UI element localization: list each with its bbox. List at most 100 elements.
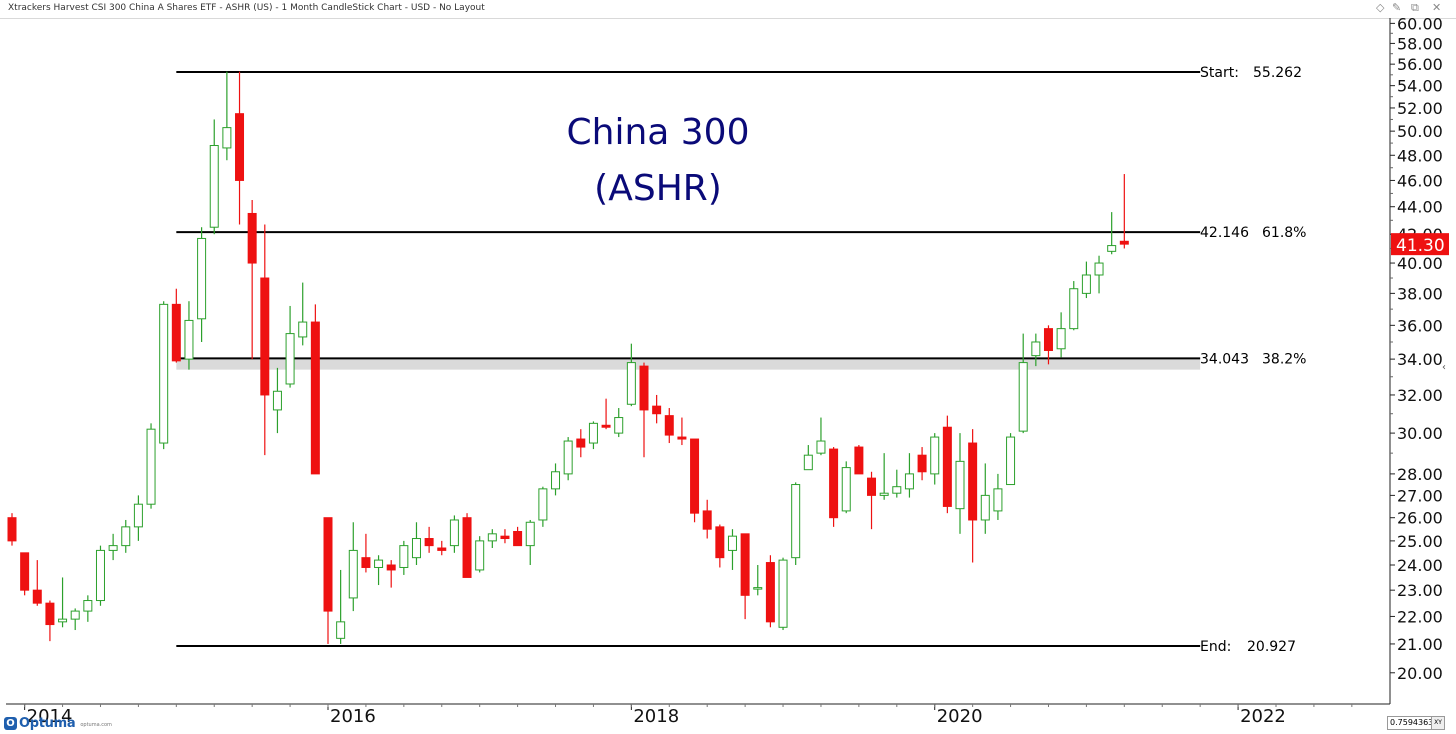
y-tick-label: 21.00 [1397,635,1443,654]
axis-scroll-arrow-icon[interactable]: ‹ [1442,362,1446,373]
y-tick-label: 44.00 [1397,198,1443,217]
candle-body-down [437,547,447,551]
candle-2019-09 [879,453,889,500]
candle-2015-12 [310,304,320,475]
readout-mode[interactable]: XY [1431,717,1444,729]
level-pct-2: 38.2% [1262,351,1306,367]
candle-body-up [525,521,535,547]
candle-body-up [1056,328,1066,350]
candle-2019-05 [829,447,839,527]
candle-2019-03 [803,445,813,471]
y-tick-label: 25.00 [1397,532,1443,551]
candle-body-down [652,405,662,415]
candle-body-down [32,589,42,604]
y-tick-label: 56.00 [1397,55,1443,74]
support-zone-band [176,359,1201,370]
optuma-mark-icon: O [4,716,17,730]
candle-2015-01 [171,288,181,363]
candle-2016-05 [374,555,384,586]
candle-body-up [272,390,282,411]
pin-icon[interactable]: ◇ [1376,1,1385,14]
last-price-value: 41.30 [1396,236,1445,256]
y-tick-label: 32.00 [1397,386,1443,405]
cursor-readout[interactable]: 0.7594363 XY [1387,716,1445,730]
price-zone-layer [176,359,1201,370]
candle-2014-12 [159,301,169,450]
candle-body-up [563,440,573,475]
candle-2016-09 [424,526,434,553]
candle-body-down [235,113,245,181]
level-pct-1: 61.8% [1262,225,1306,241]
last-price-box [1391,233,1449,256]
y-tick-label: 46.00 [1397,171,1443,190]
level-value-2: 34.043 [1200,351,1249,367]
candle-body-down [867,477,877,496]
candle-body-up [222,127,232,149]
candle-body-up [197,237,207,320]
candle-2015-03 [197,227,207,342]
last-price-tag: 41.30 [1391,233,1449,256]
candle-2015-07 [247,200,257,360]
candle-body-down [664,415,674,436]
candle-2016-02 [336,569,346,644]
close-icon[interactable]: ✕ [1432,1,1442,14]
candle-2016-06 [386,560,396,588]
candle-2019-08 [867,471,877,530]
chart-title: China 300 (ASHR) [567,112,750,209]
candle-body-up [374,559,384,568]
candle-body-up [209,145,219,228]
candle-body-down [20,552,30,591]
candle-body-up [993,488,1003,512]
candle-2014-05 [70,608,80,631]
y-axis[interactable]: 20.00 21.00 22.00 23.00 24.00 25.00 26.00 27.00… [1390,14,1443,683]
candle-2018-02 [639,362,649,458]
logo-site: optuma.com [80,722,112,728]
candle-body-up [487,533,497,542]
candle-body-up [108,545,118,551]
optuma-logo: O Optuma optuma.com [4,714,112,732]
candle-2016-04 [361,533,371,573]
candle-2020-11 [1056,312,1066,358]
candle-2019-02 [791,482,801,566]
candle-body-up [184,319,194,360]
candle-2020-12 [1069,281,1079,331]
candle-body-up [285,333,295,385]
candle-2015-04 [209,119,219,235]
candle-2021-02 [1094,255,1104,294]
candle-2015-08 [260,224,270,456]
candle-body-up [588,422,598,444]
candle-2017-10 [588,421,598,450]
candle-body-up [475,540,485,571]
candle-2018-03 [652,394,662,424]
candle-2018-11 [753,565,763,596]
candle-body-down [639,365,649,411]
y-tick-label: 26.00 [1397,509,1443,528]
candle-body-up [930,436,940,475]
candle-2017-02 [487,529,497,549]
candle-body-up [816,440,826,454]
level-value-3: 20.927 [1247,639,1296,655]
y-tick-label: 20.00 [1397,664,1443,683]
candle-body-up [841,467,851,512]
candle-2016-10 [437,540,447,556]
restore-icon[interactable]: ⧉ [1411,1,1419,14]
candle-body-up [626,362,636,405]
x-axis[interactable]: 2014 2016 2018 2020 2022 [24,704,1353,727]
candle-body-down [500,535,510,540]
candle-body-up [955,460,965,510]
candle-2019-12 [917,447,927,481]
edit-icon[interactable]: ✎ [1392,1,1402,14]
y-tick-label: 52.00 [1397,99,1443,118]
y-tick-label: 27.00 [1397,486,1443,505]
candle-body-up [892,486,902,494]
y-tick-label: 40.00 [1397,254,1443,273]
candle-body-up [58,618,68,623]
candle-2015-06 [235,71,245,225]
candle-2015-11 [298,282,308,346]
candle-body-down [424,538,434,547]
candle-body-up [133,503,143,528]
candle-body-up [298,321,308,338]
candle-2017-11 [601,398,611,430]
candle-2017-07 [551,463,561,496]
